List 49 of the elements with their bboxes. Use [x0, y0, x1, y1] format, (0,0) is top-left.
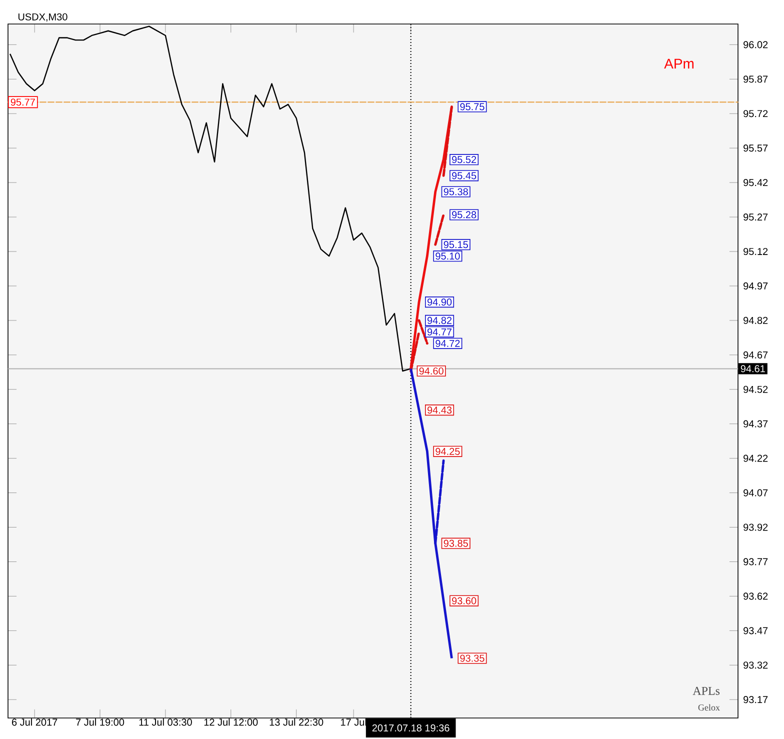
data-label: 93.35 — [460, 654, 484, 662]
y-tick-label: 93.47 — [744, 626, 768, 634]
data-label: 94.43 — [427, 406, 452, 414]
y-tick-label: 95.42 — [744, 178, 768, 186]
x-tick-label: 13 Jul 22:30 — [270, 718, 324, 726]
x-tick-label: 12 Jul 12:00 — [204, 718, 258, 726]
ref-line-label: 95.77 — [10, 98, 35, 106]
y-tick-label: 94.22 — [744, 454, 768, 462]
y-tick-label: 93.77 — [744, 558, 768, 566]
y-tick-label: 94.67 — [744, 351, 768, 358]
data-label: 94.72 — [436, 340, 460, 347]
annotation: APm — [664, 58, 694, 68]
y-tick-label: 94.37 — [744, 420, 768, 428]
data-label: 95.75 — [460, 102, 484, 110]
y-tick-label: 94.52 — [744, 386, 768, 393]
data-label: 94.25 — [436, 448, 460, 455]
y-tick-label: 95.57 — [744, 144, 768, 152]
x-tick-label: 7 Jul 19:00 — [76, 718, 124, 726]
x-tick-label: 6 Jul 2017 — [12, 718, 58, 726]
y-tick-label: 93.17 — [744, 696, 768, 703]
y-tick-label: 95.27 — [744, 213, 768, 220]
data-label: 95.52 — [452, 156, 476, 163]
y-tick-label: 96.02 — [744, 40, 768, 48]
data-label: 94.60 — [419, 367, 444, 374]
ref-line-label: 94.61 — [740, 364, 765, 372]
x-tick-label: 11 Jul 03:30 — [139, 718, 192, 726]
data-label: 95.38 — [444, 188, 468, 196]
data-label: 94.77 — [427, 328, 452, 336]
x-tick-label: 2017.07.18 19:36 — [372, 724, 450, 732]
y-tick-label: 93.92 — [744, 523, 768, 531]
chart-title: USDX,M30 — [18, 13, 68, 22]
data-label: 93.60 — [452, 597, 476, 604]
y-tick-label: 94.97 — [744, 282, 768, 290]
annotation: Gelox — [698, 704, 720, 710]
annotation: APLs — [692, 686, 720, 695]
y-tick-label: 94.82 — [744, 316, 768, 324]
y-tick-label: 95.12 — [744, 248, 768, 255]
y-tick-label: 95.72 — [744, 110, 768, 117]
y-tick-label: 93.32 — [744, 661, 768, 668]
data-label: 95.28 — [452, 210, 476, 218]
y-tick-label: 94.07 — [744, 489, 768, 496]
y-tick-label: 95.87 — [744, 75, 768, 82]
y-tick-label: 93.62 — [744, 592, 768, 600]
data-label: 95.15 — [444, 240, 468, 248]
data-label: 93.85 — [444, 540, 468, 547]
data-label: 94.82 — [427, 316, 452, 324]
data-label: 95.10 — [436, 252, 460, 260]
data-label: 95.45 — [452, 172, 476, 179]
data-label: 94.90 — [427, 298, 452, 306]
